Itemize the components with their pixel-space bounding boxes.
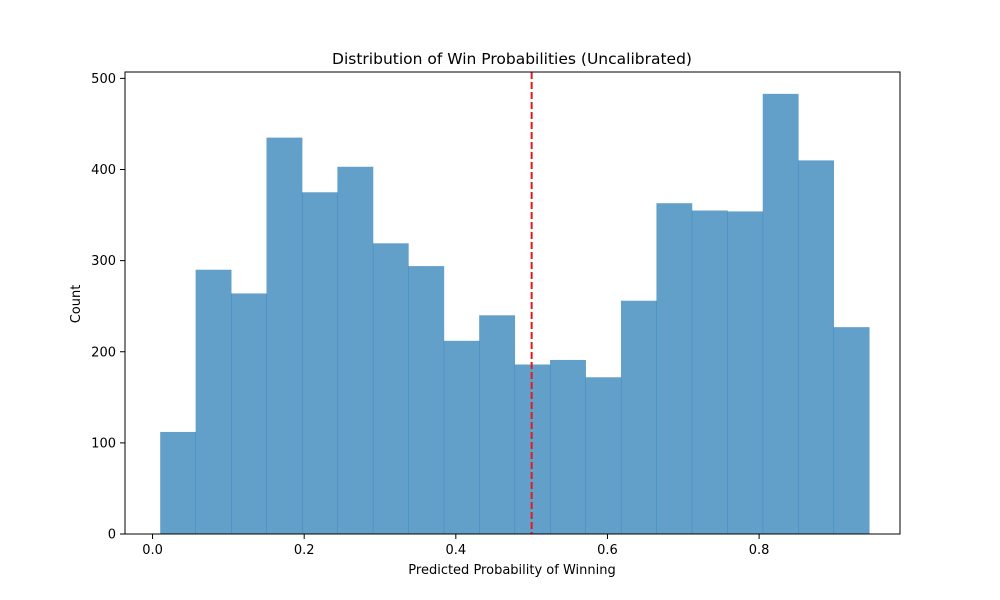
y-tick-label-2: 200 xyxy=(91,345,116,360)
histogram-bar-8 xyxy=(443,340,480,534)
histogram-bar-17 xyxy=(762,93,799,535)
histogram-bar-5 xyxy=(337,166,374,534)
histogram-bar-15 xyxy=(691,210,728,534)
y-tick-label-3: 300 xyxy=(91,254,116,269)
x-tick-label-2: 0.4 xyxy=(445,543,466,558)
histogram-bar-13 xyxy=(620,300,657,534)
bars-layer xyxy=(160,93,870,535)
histogram-bar-14 xyxy=(656,203,693,534)
histogram-bar-3 xyxy=(266,137,303,535)
histogram-bar-12 xyxy=(585,377,622,534)
y-tick-label-4: 400 xyxy=(91,163,116,178)
histogram-bar-16 xyxy=(727,211,764,535)
histogram-bar-7 xyxy=(408,266,445,534)
x-tick-label-1: 0.2 xyxy=(294,543,315,558)
histogram-bar-4 xyxy=(301,192,338,534)
histogram-bar-11 xyxy=(550,359,586,534)
x-axis-label: Predicted Probability of Winning xyxy=(408,563,615,578)
histogram-bar-2 xyxy=(231,293,267,534)
plot-frame xyxy=(124,71,901,535)
y-tick-label-5: 500 xyxy=(91,72,116,87)
histogram-bar-6 xyxy=(372,243,409,534)
y-tick-label-0: 0 xyxy=(108,528,116,543)
histogram-bar-1 xyxy=(195,269,232,534)
x-tick-label-3: 0.6 xyxy=(597,543,618,558)
chart-title: Distribution of Win Probabilities (Uncal… xyxy=(332,50,692,68)
histogram-bar-9 xyxy=(479,315,516,534)
x-tick-label-0: 0.0 xyxy=(142,543,163,558)
x-tick-label-4: 0.8 xyxy=(749,543,770,558)
y-axis-label: Count xyxy=(69,285,84,324)
histogram-bar-18 xyxy=(798,160,835,534)
histogram-bar-0 xyxy=(160,431,197,534)
histogram-bar-19 xyxy=(833,327,870,534)
y-tick-label-1: 100 xyxy=(91,436,116,451)
axes-layer xyxy=(124,71,901,535)
ticks-layer: 0.0 0.2 0.4 0.6 0.8 0 100 200 300 400 500 xyxy=(91,72,769,558)
